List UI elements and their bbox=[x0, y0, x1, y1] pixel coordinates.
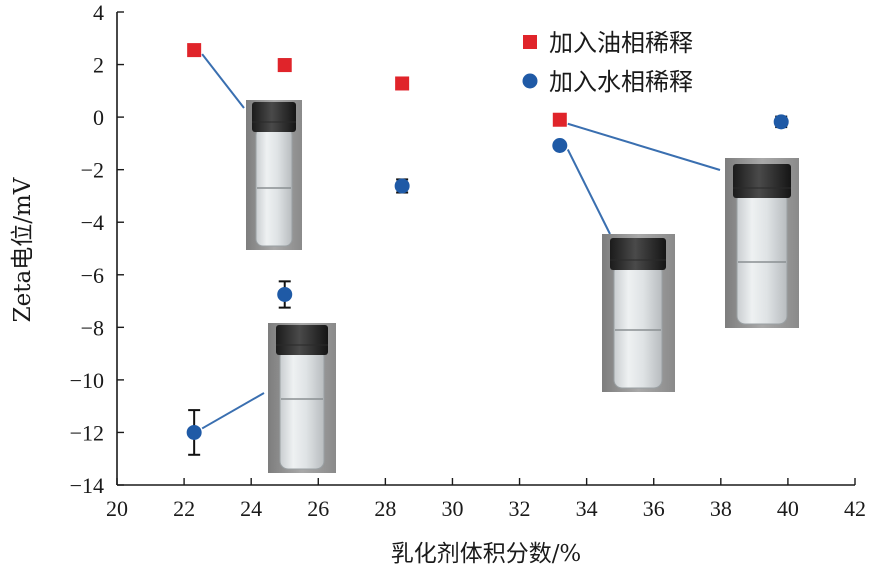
data-point-square bbox=[187, 43, 202, 58]
data-point-circle bbox=[186, 424, 202, 440]
y-tick-label: −2 bbox=[81, 158, 104, 183]
x-tick-label: 26 bbox=[307, 496, 329, 521]
data-point-circle bbox=[277, 286, 293, 302]
legend-marker-water bbox=[522, 73, 538, 89]
vial-photo-2 bbox=[268, 323, 336, 473]
vial-cap bbox=[276, 325, 328, 355]
y-tick-label: −12 bbox=[70, 420, 104, 445]
y-tick-label: −4 bbox=[81, 210, 104, 235]
data-point-circle bbox=[773, 114, 789, 130]
x-tick-label: 32 bbox=[509, 496, 531, 521]
connector-line bbox=[201, 53, 245, 109]
vial-glass bbox=[255, 127, 293, 247]
vial-photo-4 bbox=[725, 158, 799, 328]
vial-cap bbox=[610, 238, 666, 270]
x-tick-label: 36 bbox=[643, 496, 665, 521]
connector-line bbox=[201, 392, 265, 430]
y-tick-label: 4 bbox=[93, 0, 104, 25]
x-ticks: 20 22 24 26 28 30 32 34 36 38 40 42 bbox=[106, 478, 866, 521]
x-tick-label: 38 bbox=[710, 496, 732, 521]
axes: 20 22 24 26 28 30 32 34 36 38 40 42 420−2−4−6−8−10−… bbox=[70, 0, 866, 521]
y-tick-label: −14 bbox=[70, 473, 104, 498]
legend-label-oil: 加入油相稀释 bbox=[549, 29, 693, 57]
x-tick-label: 42 bbox=[844, 496, 866, 521]
data-point-circle bbox=[394, 178, 410, 194]
x-tick-label: 40 bbox=[777, 496, 799, 521]
x-tick-label: 20 bbox=[106, 496, 128, 521]
x-tick-label: 22 bbox=[173, 496, 195, 521]
data-point-square bbox=[395, 76, 410, 91]
x-tick-label: 30 bbox=[441, 496, 463, 521]
data-points bbox=[186, 43, 789, 456]
vial-glass bbox=[613, 263, 663, 389]
x-tick-label: 28 bbox=[374, 496, 396, 521]
data-point-square bbox=[552, 112, 567, 127]
connector-line bbox=[567, 122, 721, 171]
vial-glass bbox=[279, 348, 325, 470]
vial-cap bbox=[733, 164, 791, 198]
photo-connectors bbox=[201, 53, 721, 430]
y-tick-label: 2 bbox=[93, 53, 104, 78]
y-tick-label: 0 bbox=[93, 105, 104, 130]
vial-photo-3 bbox=[602, 234, 675, 392]
legend: 加入油相稀释 加入水相稀释 bbox=[522, 29, 693, 96]
data-point-square bbox=[277, 58, 292, 73]
y-tick-label: −10 bbox=[70, 368, 104, 393]
legend-label-water: 加入水相稀释 bbox=[549, 68, 693, 96]
x-tick-label: 24 bbox=[240, 496, 262, 521]
vial-glass bbox=[736, 191, 788, 325]
y-tick-label: −6 bbox=[81, 263, 104, 288]
data-point-circle bbox=[552, 137, 568, 153]
x-tick-label: 34 bbox=[576, 496, 598, 521]
connector-line bbox=[566, 149, 611, 235]
x-axis-title: 乳化剂体积分数/% bbox=[391, 541, 582, 567]
vial-photo-1 bbox=[246, 100, 302, 250]
vial-cap bbox=[252, 102, 296, 132]
y-ticks: 4 2 0 −2 −4 −6 −8 −10 −12 −14 bbox=[70, 0, 124, 498]
y-tick-label: −8 bbox=[81, 315, 104, 340]
y-axis-title: Zeta电位/mV bbox=[10, 177, 36, 322]
legend-marker-oil bbox=[523, 35, 537, 49]
